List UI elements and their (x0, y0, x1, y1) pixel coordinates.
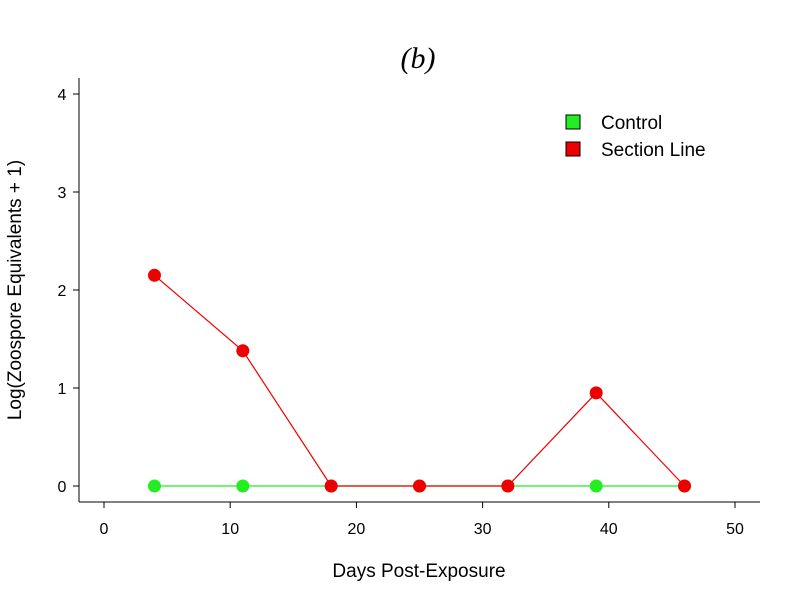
x-tick-label: 10 (221, 521, 239, 538)
data-point-section-line (236, 344, 250, 358)
y-axis-title: Log(Zoospore Equivalents + 1) (5, 160, 26, 420)
y-tick-label: 2 (58, 283, 67, 300)
x-tick-label: 30 (474, 521, 492, 538)
data-point-section-line (413, 479, 426, 493)
legend-swatch-section-line (565, 141, 581, 157)
y-tick-label: 0 (58, 479, 67, 496)
data-point-control (589, 479, 603, 493)
x-tick-label: 40 (600, 521, 618, 538)
y-tick-label: 3 (58, 185, 67, 202)
data-point-section-line (147, 268, 161, 282)
legend-label-control: Control (601, 113, 662, 134)
data-point-section-line (678, 479, 692, 493)
legend-swatch-control (565, 114, 581, 130)
x-axis-title: Days Post-Exposure (332, 561, 505, 582)
series-layer (147, 268, 692, 493)
data-point-section-line (589, 386, 603, 400)
y-tick-label: 1 (58, 381, 67, 398)
data-point-control (147, 479, 161, 493)
series-section-line (147, 268, 692, 493)
x-tick-label: 50 (726, 521, 744, 538)
legend-label-section-line: Section Line (601, 140, 706, 161)
data-point-section-line (324, 479, 338, 493)
y-tick-label: 4 (58, 87, 67, 104)
series-line-section-line (154, 274, 685, 487)
data-point-control (236, 479, 250, 493)
x-tick-label: 0 (100, 521, 109, 538)
x-tick-label: 20 (348, 521, 366, 538)
legend: Control Section Line (565, 113, 706, 161)
chart-title: (b) (401, 42, 436, 75)
data-point-section-line (501, 479, 515, 493)
